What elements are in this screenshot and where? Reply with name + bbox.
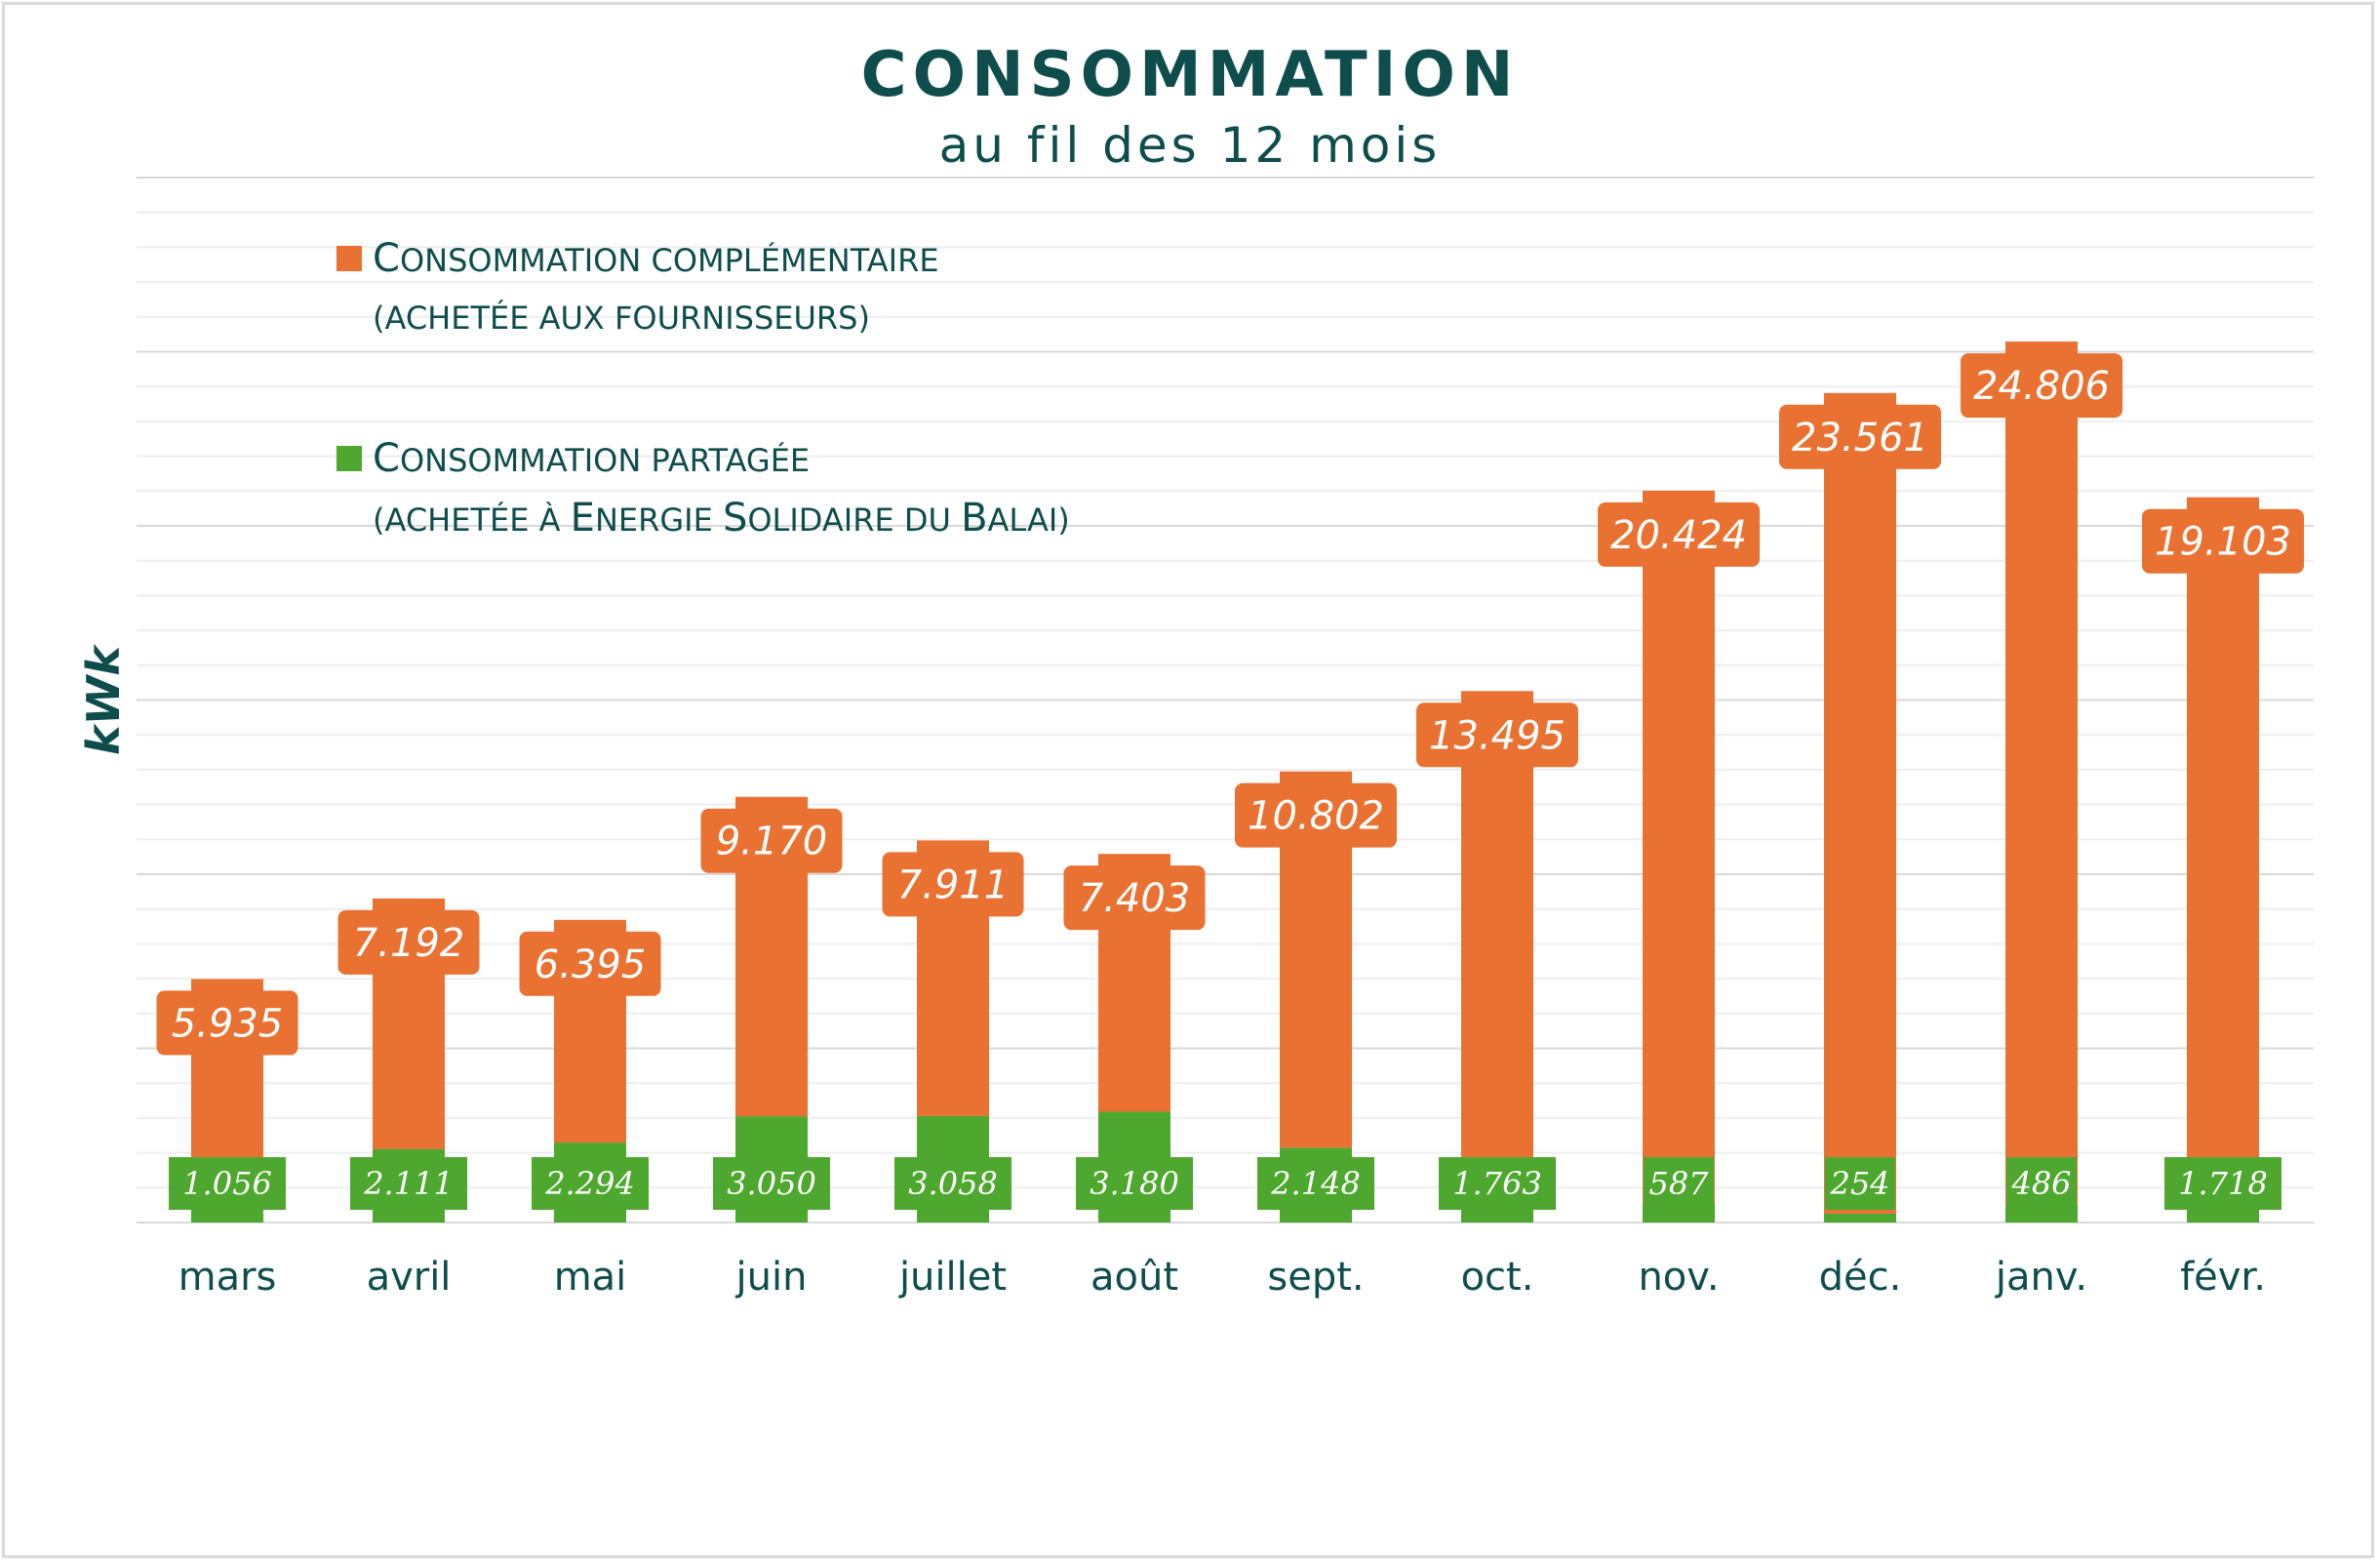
- bar-complementaire: [1461, 691, 1533, 1162]
- x-tick-label: avril: [367, 1255, 452, 1300]
- label-box-partagee: [1439, 1157, 1556, 1210]
- label-box-partagee: [350, 1157, 467, 1210]
- data-label-partagee: 2.148: [1270, 1165, 1361, 1202]
- legend-text-run: ALAI): [988, 501, 1070, 539]
- gridlines: [137, 177, 2314, 1223]
- data-label-complementaire: 7.911: [897, 862, 1010, 907]
- x-tick-label: déc.: [1819, 1255, 1902, 1300]
- legend-sublabel-partagee: (ACHETÉE À ENERGIE SOLIDAIRE DU BALAI): [373, 496, 1070, 541]
- label-box-complementaire: [1779, 404, 1941, 469]
- legend-text-run: (ACHETÉE AUX FOURNISSEURS): [373, 300, 870, 337]
- legend-text-run: OLIDAIRE DU: [747, 501, 961, 539]
- label-box-complementaire: [882, 852, 1024, 917]
- data-label-complementaire: 7.192: [353, 921, 465, 966]
- label-box-complementaire: [519, 931, 661, 996]
- x-tick-label: mai: [554, 1255, 627, 1300]
- data-label-complementaire: 23.561: [1792, 416, 1928, 461]
- data-label-complementaire: 7.403: [1079, 876, 1191, 921]
- data-label-partagee: 486: [2010, 1165, 2071, 1202]
- legend-line: CONSOMMATION COMPLÉMENTAIRE: [373, 236, 939, 281]
- bar-complementaire: [1824, 392, 1896, 1214]
- data-label-partagee: 1.763: [1452, 1165, 1542, 1202]
- label-box-complementaire: [1598, 501, 1760, 567]
- legend-line: (ACHETÉE À ENERGIE SOLIDAIRE DU BALAI): [373, 496, 1070, 541]
- label-box-complementaire: [1063, 865, 1206, 931]
- legend-text-run: NERGIE: [595, 501, 723, 539]
- label-box-complementaire: [2142, 508, 2304, 574]
- data-label-complementaire: 6.395: [535, 942, 647, 987]
- data-label-partagee: 3.050: [727, 1165, 816, 1202]
- label-box-partagee: [1257, 1157, 1374, 1210]
- legend-label-partagee: CONSOMMATION PARTAGÉE: [373, 436, 810, 481]
- x-tick-label: janv.: [1995, 1255, 2087, 1300]
- x-tick-label: oct.: [1461, 1255, 1534, 1300]
- data-label-complementaire: 10.802: [1248, 794, 1384, 839]
- label-box-complementaire: [337, 909, 480, 975]
- data-label-complementaire: 13.495: [1429, 713, 1566, 758]
- data-label-partagee: 1.718: [2178, 1165, 2268, 1202]
- label-box-partagee: [169, 1157, 286, 1210]
- x-tick-label: juillet: [898, 1255, 1007, 1300]
- label-box-complementaire: [700, 808, 843, 873]
- data-label-complementaire: 24.806: [1973, 364, 2110, 409]
- label-box-partagee: [532, 1157, 649, 1210]
- x-tick-label: févr.: [2180, 1255, 2266, 1300]
- label-box-complementaire: [156, 990, 298, 1056]
- chart-subtitle: au fil des 12 mois: [939, 117, 1442, 174]
- label-box-complementaire: [1961, 353, 2122, 419]
- x-tick-label: juin: [735, 1255, 808, 1300]
- bar-partagee: [1824, 1213, 1896, 1223]
- data-label-partagee: 587: [1648, 1165, 1709, 1202]
- label-box-partagee: [1644, 1157, 1714, 1210]
- data-label-partagee: 3.180: [1090, 1165, 1179, 1202]
- legend-swatch-partagee: [337, 446, 362, 471]
- x-tick-label: nov.: [1638, 1255, 1719, 1300]
- label-box-partagee: [713, 1157, 830, 1210]
- legend-text-run: S: [723, 496, 747, 541]
- x-tick-label: mars: [178, 1255, 277, 1300]
- data-label-complementaire: 5.935: [172, 1001, 284, 1046]
- label-box-complementaire: [1416, 702, 1578, 768]
- legend-line: CONSOMMATION PARTAGÉE: [373, 436, 810, 481]
- label-box-partagee: [894, 1157, 1012, 1210]
- data-label-partagee: 2.294: [544, 1165, 635, 1202]
- bar-complementaire: [1643, 490, 1715, 1203]
- data-label-partagee: 3.058: [908, 1165, 998, 1202]
- y-axis-label: kWk: [77, 644, 130, 755]
- label-box-partagee: [2164, 1157, 2281, 1210]
- legend-line: (ACHETÉE AUX FOURNISSEURS): [373, 300, 870, 337]
- legend-text-run: B: [961, 496, 987, 541]
- data-label-partagee: 1.056: [182, 1165, 272, 1202]
- x-axis-ticks: mars avril mai juin juillet août sept. oct. nov.…: [178, 1255, 2266, 1300]
- bar-complementaire: [2005, 341, 2078, 1206]
- legend-label-complementaire: CONSOMMATION COMPLÉMENTAIRE: [373, 236, 939, 281]
- x-tick-label: sept.: [1267, 1255, 1364, 1300]
- legend-text-run: ONSOMMATION PARTAGÉE: [400, 442, 810, 479]
- label-box-partagee: [2006, 1157, 2077, 1210]
- data-label-partagee: 254: [1829, 1165, 1889, 1202]
- chart-title: CONSOMMATION: [861, 39, 1520, 111]
- label-box-complementaire: [1235, 782, 1397, 848]
- data-labels: 5.935 1.056 7.192 2.111 6.395 2.294 9.170 3.050…: [156, 353, 2304, 1210]
- legend-text-run: (ACHETÉE À: [373, 501, 571, 539]
- legend-text-run: C: [373, 236, 400, 281]
- legend: CONSOMMATION COMPLÉMENTAIRE (ACHETÉE AUX…: [337, 236, 1070, 541]
- label-box-partagee: [1825, 1157, 1895, 1210]
- x-tick-label: août: [1091, 1255, 1178, 1300]
- legend-sublabel-complementaire: (ACHETÉE AUX FOURNISSEURS): [373, 300, 870, 337]
- data-label-complementaire: 20.424: [1610, 513, 1747, 558]
- legend-text-run: ONSOMMATION COMPLÉMENTAIRE: [400, 242, 939, 279]
- data-label-partagee: 2.111: [363, 1165, 454, 1202]
- data-label-complementaire: 9.170: [716, 820, 828, 864]
- legend-text-run: C: [373, 436, 400, 481]
- legend-text-run: E: [571, 496, 595, 541]
- legend-swatch-complementaire: [337, 246, 362, 271]
- label-box-partagee: [1076, 1157, 1193, 1210]
- bar-complementaire: [2187, 497, 2259, 1163]
- data-label-complementaire: 19.103: [2155, 520, 2291, 565]
